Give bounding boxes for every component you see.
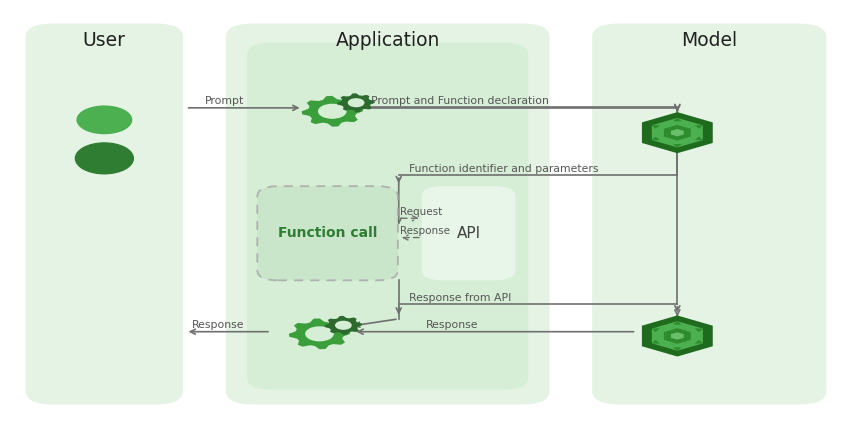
- Polygon shape: [642, 315, 713, 357]
- FancyBboxPatch shape: [226, 24, 550, 404]
- Polygon shape: [652, 118, 703, 148]
- Polygon shape: [647, 327, 667, 336]
- Polygon shape: [647, 133, 667, 142]
- Text: Response: Response: [426, 320, 479, 330]
- Polygon shape: [642, 112, 713, 153]
- Polygon shape: [694, 137, 703, 140]
- Polygon shape: [673, 144, 682, 148]
- FancyBboxPatch shape: [592, 24, 826, 404]
- Text: Prompt and Function declaration: Prompt and Function declaration: [371, 96, 549, 106]
- Polygon shape: [694, 328, 703, 332]
- Circle shape: [336, 321, 351, 329]
- Circle shape: [348, 99, 364, 107]
- Polygon shape: [664, 125, 691, 140]
- Polygon shape: [652, 328, 660, 332]
- Circle shape: [77, 106, 131, 134]
- FancyBboxPatch shape: [422, 186, 515, 280]
- Polygon shape: [325, 316, 362, 335]
- Text: API: API: [457, 226, 481, 241]
- Polygon shape: [664, 328, 691, 344]
- Polygon shape: [652, 321, 703, 351]
- Text: User: User: [83, 31, 126, 50]
- Polygon shape: [337, 93, 375, 112]
- Polygon shape: [652, 125, 660, 129]
- Polygon shape: [671, 332, 683, 340]
- FancyBboxPatch shape: [247, 43, 528, 389]
- Polygon shape: [647, 124, 667, 133]
- Text: Response: Response: [192, 320, 245, 330]
- Text: Function call: Function call: [278, 226, 377, 240]
- Polygon shape: [647, 336, 667, 345]
- Text: Response: Response: [400, 226, 451, 236]
- FancyBboxPatch shape: [257, 186, 398, 280]
- Text: Response from API: Response from API: [409, 293, 511, 303]
- Ellipse shape: [75, 143, 133, 174]
- Polygon shape: [302, 96, 363, 127]
- Text: Function identifier and parameters: Function identifier and parameters: [409, 164, 598, 174]
- Text: Request: Request: [400, 207, 443, 217]
- Polygon shape: [652, 340, 660, 344]
- FancyBboxPatch shape: [26, 24, 183, 404]
- Polygon shape: [671, 129, 683, 137]
- Polygon shape: [673, 321, 682, 325]
- Polygon shape: [289, 318, 350, 349]
- Circle shape: [319, 104, 346, 118]
- Polygon shape: [673, 118, 682, 122]
- Polygon shape: [694, 125, 703, 129]
- Circle shape: [306, 327, 333, 341]
- Text: Model: Model: [681, 31, 737, 50]
- Text: Prompt: Prompt: [204, 96, 244, 106]
- Polygon shape: [652, 137, 660, 140]
- Polygon shape: [694, 340, 703, 344]
- Polygon shape: [673, 347, 682, 351]
- Text: Application: Application: [336, 31, 440, 50]
